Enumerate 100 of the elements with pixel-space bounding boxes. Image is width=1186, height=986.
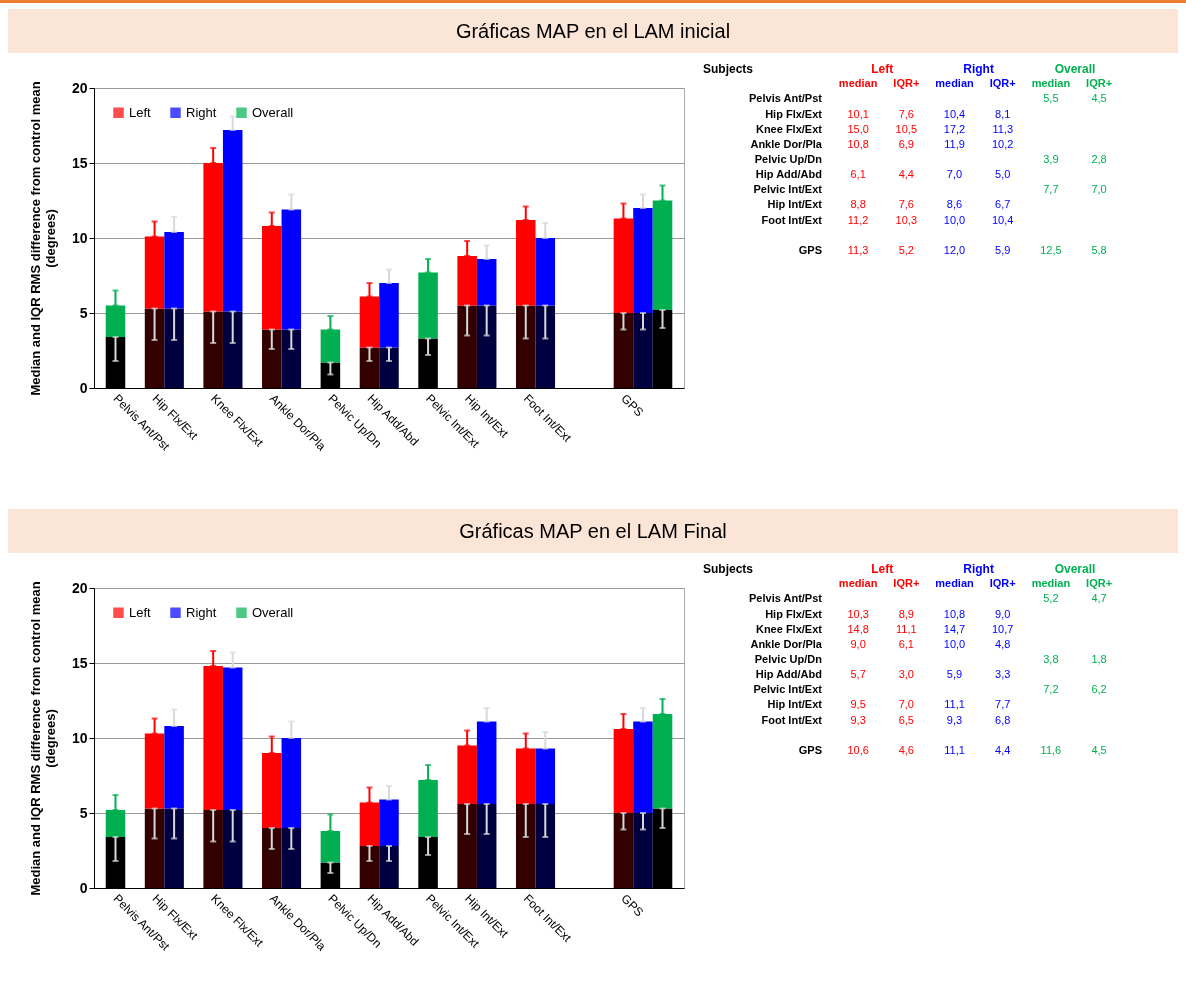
bar — [222, 130, 243, 312]
legend-label: IQR+ — [989, 577, 1016, 590]
legend-label: median — [1031, 77, 1071, 90]
bar — [203, 810, 223, 888]
bar — [457, 256, 477, 306]
data-label: 10,1 — [847, 107, 869, 120]
data-label: 12,5 — [1040, 243, 1062, 256]
data-label: 7,0 — [1091, 183, 1107, 196]
data-label: 8,6 — [946, 198, 963, 211]
text: Right — [963, 562, 994, 577]
bar — [633, 721, 653, 813]
bar — [379, 846, 399, 888]
y-tick-label: 15 — [71, 654, 88, 671]
bar — [515, 305, 536, 388]
data-label: 10,4 — [943, 107, 966, 120]
data-label: 7,7 — [995, 698, 1011, 711]
bar — [105, 305, 126, 337]
legend-label: IQR+ — [1086, 77, 1113, 90]
legend-label: median — [935, 577, 975, 590]
category-label: Pelvic Int/Ext — [753, 683, 823, 696]
bar — [535, 748, 556, 804]
data-label: 11,3 — [992, 122, 1013, 135]
bar — [379, 347, 399, 388]
data-label: 11,1 — [944, 743, 965, 756]
data-label: 4,5 — [1091, 92, 1107, 105]
data-label: 11,1 — [896, 622, 917, 635]
data-label: 10,0 — [943, 637, 966, 650]
category-label: Foot Int/Ext — [761, 213, 823, 226]
text: Subjects — [702, 62, 754, 77]
bar — [164, 308, 184, 388]
legend-label: IQR+ — [989, 77, 1016, 90]
data-label: 5,0 — [995, 168, 1011, 181]
bar — [535, 804, 556, 888]
bar — [320, 329, 341, 363]
data-label: 9,3 — [850, 713, 866, 726]
text: Overall — [1054, 562, 1096, 577]
data-label: 11,2 — [847, 213, 869, 226]
data-label: 10,2 — [991, 137, 1014, 150]
bar — [613, 313, 634, 388]
data-label: 9,3 — [946, 713, 963, 726]
y-tick-label: 20 — [71, 579, 88, 596]
data-label: 5,2 — [898, 243, 914, 256]
data-label: 6,8 — [995, 713, 1011, 726]
bar — [164, 232, 184, 309]
data-label: 11,9 — [944, 137, 965, 150]
data-label: 8,8 — [850, 198, 866, 211]
text: Right — [963, 62, 994, 77]
data-label: 8,1 — [995, 107, 1011, 120]
data-label: 6,5 — [898, 713, 914, 726]
data-label: 3,3 — [995, 668, 1011, 681]
data-label: 6,1 — [850, 168, 866, 181]
legend-label: median — [1031, 577, 1071, 590]
category-label: Pelvic Up/Dn — [754, 653, 823, 665]
y-axis-title: Median and IQR RMS difference from control mean (degrees) — [27, 581, 58, 896]
bar — [203, 666, 223, 810]
bar — [320, 831, 341, 863]
legend-label: Overall — [252, 104, 294, 120]
legend-label: IQR+ — [893, 77, 920, 90]
data-label: 10,7 — [991, 622, 1014, 635]
data-label: 15,0 — [847, 122, 869, 135]
data-label: 7,0 — [898, 698, 914, 711]
data-label: 3,0 — [898, 668, 914, 681]
category-label: Ankle Dor/Pla — [750, 637, 823, 650]
category-label: Pelvis Ant/Pst — [749, 92, 823, 105]
bar — [652, 714, 673, 809]
bar — [222, 667, 243, 810]
text: Subjects — [702, 562, 754, 577]
data-label: 11,3 — [847, 243, 869, 256]
bar — [359, 846, 380, 888]
y-tick-label: 15 — [71, 154, 88, 171]
data-label: 7,6 — [898, 198, 914, 211]
bar — [457, 745, 477, 804]
category-label: Pelvic Int/Ext — [753, 183, 823, 196]
data-label: 5,2 — [1043, 592, 1059, 605]
legend-label: IQR+ — [893, 577, 920, 590]
bar — [535, 305, 556, 388]
bar — [144, 733, 165, 809]
data-label: 7,2 — [1043, 683, 1059, 696]
data-label: 6,2 — [1091, 683, 1107, 696]
data-label: 9,5 — [850, 698, 866, 711]
bar — [515, 220, 536, 306]
text: Left — [871, 62, 894, 77]
bar — [281, 738, 302, 828]
data-label: 4,6 — [898, 743, 914, 756]
chart-title: Gráficas MAP en el LAM Final — [8, 509, 1178, 553]
data-label: 2,8 — [1091, 153, 1107, 165]
data-label: 7,7 — [1043, 183, 1059, 196]
text: Left — [871, 562, 894, 577]
bar — [164, 808, 184, 888]
data-label: 8,9 — [898, 607, 914, 620]
legend-label: median — [838, 77, 878, 90]
bar — [457, 804, 477, 888]
y-tick-label: 20 — [71, 79, 88, 96]
bar — [359, 347, 380, 388]
data-label: 5,5 — [1043, 92, 1059, 105]
data-label: 10,4 — [991, 213, 1014, 226]
data-label: 4,7 — [1091, 592, 1107, 605]
data-label: 5,7 — [850, 668, 866, 681]
bar — [476, 259, 497, 306]
data-label: 5,8 — [1091, 243, 1107, 256]
